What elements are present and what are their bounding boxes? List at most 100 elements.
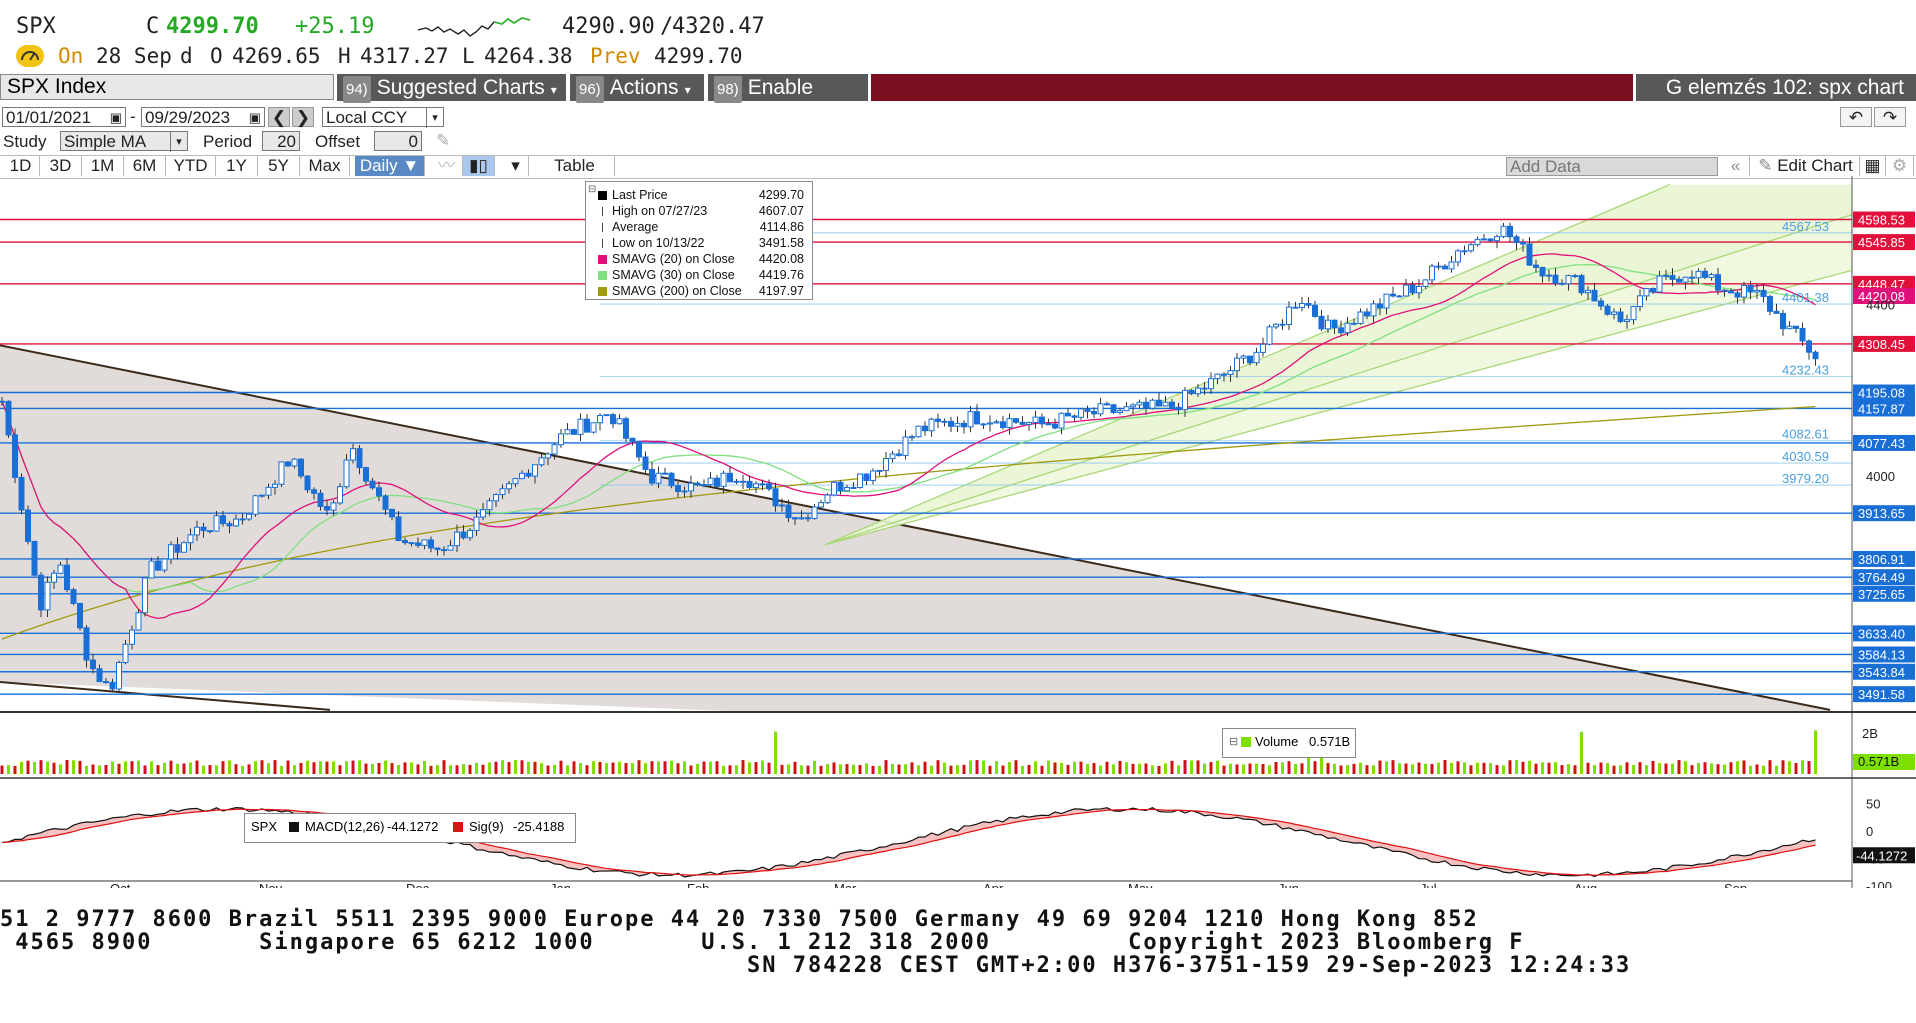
signal-line[interactable] <box>1 808 1816 876</box>
candle[interactable] <box>25 509 31 542</box>
candle[interactable] <box>1461 250 1468 253</box>
candle[interactable] <box>720 472 727 487</box>
candle[interactable] <box>434 547 441 551</box>
candle[interactable] <box>77 602 83 629</box>
candle[interactable] <box>31 540 38 576</box>
candle[interactable] <box>1572 275 1578 278</box>
candle[interactable] <box>1624 319 1630 322</box>
candle[interactable] <box>876 469 883 472</box>
candle[interactable] <box>467 529 473 539</box>
range-tab-1y[interactable]: 1Y <box>216 156 258 176</box>
candle[interactable] <box>733 480 740 483</box>
candle[interactable] <box>1552 274 1559 284</box>
candle[interactable] <box>824 494 831 504</box>
candle[interactable] <box>1169 401 1175 408</box>
candle[interactable] <box>603 414 610 417</box>
candle[interactable] <box>590 422 597 433</box>
candle[interactable] <box>883 458 889 471</box>
candle[interactable] <box>980 423 987 426</box>
candle[interactable] <box>642 456 649 470</box>
candle[interactable] <box>233 518 239 527</box>
candle[interactable] <box>974 411 980 425</box>
candle[interactable] <box>1357 311 1364 324</box>
study-select[interactable]: Simple MA ▾ <box>60 131 188 152</box>
candle[interactable] <box>324 505 330 511</box>
candle[interactable] <box>207 530 213 533</box>
candle[interactable] <box>967 411 974 428</box>
candle[interactable] <box>64 564 70 591</box>
candle[interactable] <box>779 504 785 507</box>
candle[interactable] <box>1565 275 1572 285</box>
candle[interactable] <box>811 506 818 520</box>
candle[interactable] <box>1019 421 1026 425</box>
candle[interactable] <box>1604 305 1611 315</box>
candle[interactable] <box>1214 373 1221 380</box>
candle[interactable] <box>863 473 870 481</box>
candle[interactable] <box>1032 416 1039 423</box>
candle[interactable] <box>1013 418 1019 423</box>
candle[interactable] <box>1104 403 1110 406</box>
candle[interactable] <box>844 486 850 492</box>
candle[interactable] <box>389 508 395 518</box>
candle[interactable] <box>142 577 148 614</box>
line-chart-icon[interactable]: 〰 <box>431 156 463 176</box>
candle[interactable] <box>1305 302 1312 306</box>
candle[interactable] <box>161 558 168 571</box>
candle[interactable] <box>187 534 194 544</box>
candle[interactable] <box>1481 238 1487 241</box>
candle[interactable] <box>1767 296 1773 312</box>
candle[interactable] <box>571 429 577 435</box>
candle[interactable] <box>629 437 636 443</box>
candle[interactable] <box>766 483 772 490</box>
candle[interactable] <box>1435 265 1442 268</box>
candle[interactable] <box>909 436 915 439</box>
candle[interactable] <box>675 485 681 493</box>
candle[interactable] <box>1806 340 1812 353</box>
candle[interactable] <box>38 574 44 611</box>
candle[interactable] <box>103 681 109 684</box>
candle[interactable] <box>1656 275 1663 293</box>
candle[interactable] <box>954 422 961 427</box>
calendar-icon[interactable]: ▣ <box>109 110 122 125</box>
candle[interactable] <box>1162 401 1169 407</box>
candle[interactable] <box>668 472 675 487</box>
start-date-field[interactable]: 01/01/2021 ▣ <box>2 107 126 127</box>
candle[interactable] <box>1799 327 1806 342</box>
candle[interactable] <box>707 477 714 486</box>
candle[interactable] <box>792 517 798 520</box>
pencil-icon[interactable]: ✎ <box>436 131 451 150</box>
candle[interactable] <box>915 425 922 438</box>
candle[interactable] <box>330 502 337 511</box>
candle[interactable] <box>662 472 668 475</box>
candle[interactable] <box>428 539 434 549</box>
candle[interactable] <box>1338 327 1344 334</box>
candle[interactable] <box>1286 306 1292 326</box>
candle[interactable] <box>616 418 623 425</box>
candle[interactable] <box>1591 289 1598 302</box>
candle[interactable] <box>291 458 298 467</box>
candle[interactable] <box>1728 290 1734 294</box>
candle[interactable] <box>837 481 844 492</box>
candle[interactable] <box>1045 423 1052 426</box>
candle[interactable] <box>701 484 707 487</box>
candle[interactable] <box>1370 303 1377 317</box>
sma20-line[interactable] <box>1 253 1816 620</box>
back-arrow-button[interactable]: ❮ <box>268 107 290 127</box>
candle[interactable] <box>935 418 941 422</box>
candle[interactable] <box>70 589 77 604</box>
candle[interactable] <box>1312 304 1318 317</box>
candle[interactable] <box>1578 275 1585 294</box>
candle[interactable] <box>785 504 792 519</box>
candle[interactable] <box>1292 306 1299 309</box>
candle[interactable] <box>246 513 252 520</box>
range-tab-1d[interactable]: 1D <box>2 156 40 176</box>
candle[interactable] <box>506 483 512 490</box>
candle[interactable] <box>135 612 142 631</box>
candle[interactable] <box>272 483 278 488</box>
candle[interactable] <box>1721 289 1728 292</box>
uptrend-mid-line[interactable] <box>824 213 1852 546</box>
candle[interactable] <box>18 476 25 511</box>
candle[interactable] <box>382 495 389 510</box>
candle[interactable] <box>1468 244 1474 252</box>
candle[interactable] <box>1695 270 1702 279</box>
